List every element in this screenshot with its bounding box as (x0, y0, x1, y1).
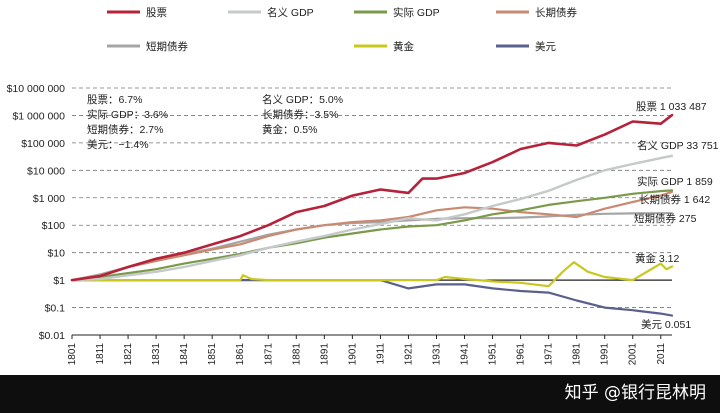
x-tick-label: 1841 (179, 343, 190, 366)
x-tick-label: 1961 (516, 343, 527, 366)
end-label-实际 GDP: 实际 GDP 1 859 (637, 175, 713, 188)
annotation-text: 美元：−1.4% (87, 138, 149, 151)
end-label-短期债券: 短期债券 275 (634, 212, 697, 225)
end-label-股票: 股票 1 033 487 (636, 101, 707, 113)
x-tick-label: 1981 (572, 343, 583, 366)
series-line-名义 GDP (70, 154, 674, 282)
legend-label-短期债券: 短期债券 (146, 40, 188, 53)
series-line-美元 (70, 279, 674, 317)
x-tick-label: 1831 (151, 343, 162, 366)
y-tick-label: $10 000 000 (7, 83, 66, 95)
legend-label-实际 GDP: 实际 GDP (393, 6, 440, 19)
x-tick-label: 1861 (235, 343, 246, 366)
annotation-text: 黄金：0.5% (262, 123, 317, 136)
x-tick-label: 1911 (375, 343, 386, 365)
legend-label-美元: 美元 (535, 40, 556, 53)
end-label-美元: 美元 0.051 (641, 318, 691, 331)
y-tick-label: $0.1 (45, 303, 66, 315)
series-line-黄金 (70, 261, 674, 288)
series-line-实际 GDP (70, 189, 674, 282)
y-tick-label: $100 000 (21, 138, 65, 150)
annotation-text: 长期债券：3.5% (262, 108, 338, 121)
annotation-text: 实际 GDP：3.6% (87, 108, 168, 121)
y-tick-label: $10 (47, 248, 65, 260)
y-tick-label: $100 (42, 220, 66, 232)
x-tick-label: 1951 (488, 343, 499, 366)
annotation-text: 股票：6.7% (87, 94, 142, 106)
y-tick-label: $1 000 (33, 193, 65, 205)
footer-bar (0, 375, 720, 413)
legend-label-长期债券: 长期债券 (535, 6, 577, 19)
legend-label-股票: 股票 (146, 7, 167, 19)
x-tick-label: 1851 (207, 343, 218, 366)
legend-label-黄金: 黄金 (393, 40, 414, 53)
legend-label-名义 GDP: 名义 GDP (267, 6, 314, 19)
x-tick-label: 1931 (431, 343, 442, 366)
x-tick-label: 1811 (95, 343, 106, 365)
x-tick-label: 1871 (263, 343, 274, 366)
y-tick-label: $0.01 (39, 330, 65, 342)
y-tick-label: $1 000 000 (12, 110, 65, 122)
end-label-长期债券: 长期债券 1 642 (639, 193, 710, 206)
end-label-名义 GDP: 名义 GDP 33 751 (637, 139, 719, 152)
x-tick-label: 1901 (347, 343, 358, 366)
series-line-股票 (70, 113, 674, 282)
watermark: 知乎 @银行昆林明 (564, 383, 706, 403)
y-tick-label: $1 (53, 275, 65, 287)
x-tick-label: 1881 (291, 343, 302, 366)
series-line-长期债券 (70, 190, 674, 282)
annotation-text: 名义 GDP：5.0% (262, 93, 343, 106)
x-tick-label: 1971 (544, 343, 555, 366)
x-tick-label: 1941 (460, 343, 471, 366)
x-tick-label: 2001 (628, 343, 639, 366)
y-tick-label: $10 000 (27, 165, 65, 177)
x-tick-label: 1801 (67, 343, 78, 366)
end-label-黄金: 黄金 3.12 (635, 252, 680, 265)
x-tick-label: 2011 (656, 343, 667, 365)
annotation-text: 短期债券：2.7% (87, 123, 163, 136)
x-tick-label: 1821 (123, 343, 134, 366)
x-tick-label: 1921 (403, 343, 414, 366)
x-tick-label: 1891 (319, 343, 330, 366)
x-tick-label: 1991 (600, 343, 611, 366)
